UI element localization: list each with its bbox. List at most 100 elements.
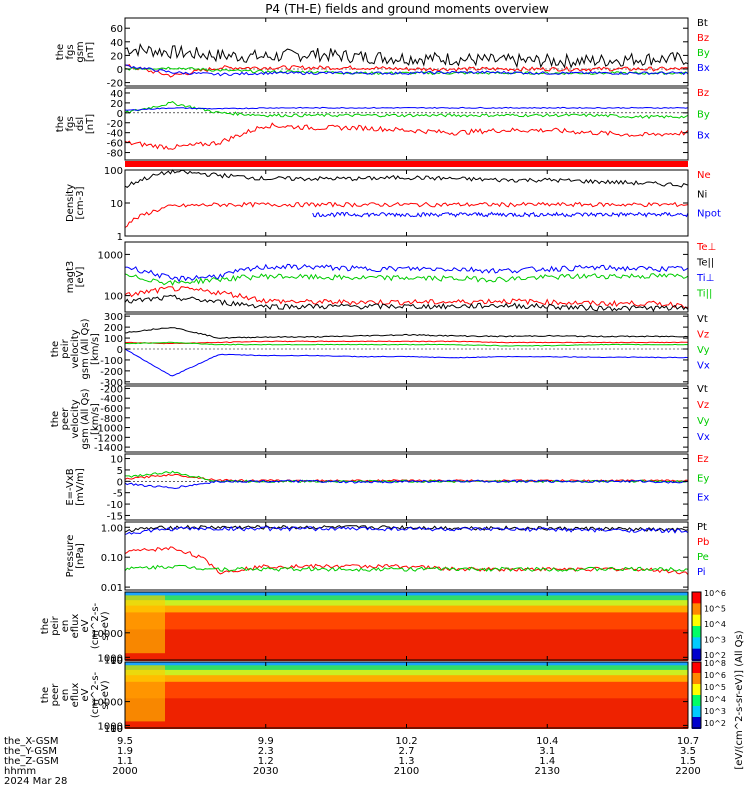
y-axis-label: the peir velocity gsm (All Qs) [km/s] [50, 318, 101, 379]
y-tick-label: 100 [104, 724, 123, 735]
x-axis-value: 10.4 [536, 736, 558, 747]
y-axis-label-line: eflux [70, 683, 81, 708]
legend-Pe: Pe [697, 552, 709, 563]
colorbar-tick-label: 10^3 [704, 707, 726, 716]
y-axis-label-line: gsm (All Qs) [80, 318, 91, 379]
y-axis-label: magt3 [eV] [65, 261, 86, 294]
x-axis-value: 9.5 [117, 736, 133, 747]
spectrogram-disturbance [125, 665, 165, 722]
legend-Bt: Bt [697, 18, 708, 29]
x-axis-value: 1.1 [117, 756, 133, 767]
x-axis-value: 2130 [535, 766, 560, 777]
y-tick-label: 0 [117, 65, 123, 76]
y-axis-label-line: sr-eV) [100, 611, 111, 640]
y-tick-label: 10 [110, 455, 123, 466]
y-axis-label-line: [km/s] [90, 333, 101, 365]
legend-By: By [697, 48, 710, 59]
y-tick-label: 1 [117, 232, 123, 243]
series-line-Vz [124, 340, 688, 345]
colorbar-segment [692, 706, 701, 718]
y-axis-label-line: gsm (All Qs) [80, 388, 91, 449]
series-line-By [124, 101, 689, 120]
colorbar-segment [692, 673, 701, 685]
colorbar-tick-label: 10^3 [704, 636, 726, 645]
series-line-Bx [124, 106, 689, 111]
series-line-Npot [312, 211, 689, 218]
spectrogram-band [125, 612, 688, 631]
legend-Ti||: Ti|| [696, 289, 712, 300]
y-axis-label-line: E=-VxB [65, 468, 76, 505]
colorbar-segment [692, 662, 701, 674]
y-axis-label-line: peir [50, 615, 61, 635]
y-tick-label: -20 [107, 119, 123, 130]
y-axis-label: the peer en eflux eV (cm^2-s-sr-eV) [40, 671, 111, 718]
series-line-Bz [124, 122, 689, 150]
y-tick-label: -100 [100, 356, 123, 367]
y-tick-label: 20 [110, 99, 123, 110]
series-line-Ti⊥ [124, 263, 689, 283]
series-line-Pt [124, 524, 689, 533]
y-axis-label-line: [nT] [85, 42, 96, 62]
colorbar-tick-label: 10^2 [704, 719, 726, 728]
x-axis-value: 9.9 [258, 736, 274, 747]
y-axis-label-line: sr-eV) [100, 680, 111, 709]
panel-frame [124, 385, 689, 453]
y-tick-label: 0.10 [101, 553, 123, 564]
y-tick-label: -200 [100, 384, 123, 395]
series-line-Vy [124, 341, 689, 347]
y-tick-label: -300 [100, 378, 123, 389]
panel-frame [124, 169, 689, 237]
colorbar-tick-label: 10^6 [704, 671, 726, 680]
series-line-Bt [124, 43, 689, 69]
date-label: 2024 Mar 28 [4, 776, 67, 787]
y-axis-label: the fgs dsl [nT] [55, 114, 96, 134]
legend-Bx: Bx [697, 63, 710, 74]
y-tick-label: 100 [104, 334, 123, 345]
x-axis-row-label: hhmm [4, 766, 36, 777]
x-axis-value: 2.7 [399, 746, 415, 757]
legend-Vx: Vx [697, 361, 710, 372]
y-tick-label: 1000 [98, 653, 123, 664]
x-axis-row-label: the_X-GSM [4, 736, 58, 747]
y-tick-label: 10 [110, 199, 123, 210]
colorbar-segment [692, 684, 701, 696]
spectrogram-band [125, 698, 688, 729]
y-axis-label-line: eV [80, 688, 91, 701]
legend-Pi: Pi [697, 567, 706, 578]
y-axis-label-line: the [50, 341, 61, 357]
legend-Vy: Vy [697, 345, 710, 356]
y-tick-label: -800 [100, 414, 123, 425]
plot-title: P4 (TH-E) fields and ground moments over… [265, 2, 549, 16]
colorbar-segment [692, 637, 701, 650]
y-axis-label-line: the [55, 116, 66, 132]
spectrogram-band [125, 600, 688, 607]
y-axis-label-line: velocity [70, 399, 81, 438]
colorbar-label-text: [eV/(cm^2-s-sr-eV)] (All Qs) [734, 630, 745, 769]
colorbar-frame [691, 591, 702, 661]
panel-frame [124, 87, 689, 161]
y-axis-label-line: the [40, 618, 51, 634]
y-axis-label-line: eV [80, 619, 91, 632]
y-tick-label: 1000 [98, 250, 123, 261]
y-tick-label: 5 [117, 466, 123, 477]
colorbar-segment [692, 592, 701, 605]
series-line-Ex [124, 479, 689, 490]
y-tick-label: -80 [107, 149, 123, 160]
y-tick-label: -600 [100, 404, 123, 415]
series-line-By [124, 66, 689, 76]
y-axis-label-line: (cm^2-s- [90, 671, 101, 718]
colorbar-segment [692, 603, 701, 616]
series-line-Ti|| [124, 273, 689, 286]
y-tick-label: 100 [104, 166, 123, 177]
y-tick-label: -40 [107, 129, 123, 140]
y-tick-label: 0 [117, 345, 123, 356]
y-tick-label: 0 [117, 109, 123, 120]
series-line-Ni [124, 169, 689, 189]
legend-Vz: Vz [697, 400, 709, 411]
x-axis-value: 2100 [394, 766, 419, 777]
x-axis-value: 2030 [253, 766, 278, 777]
y-axis-label-line: the [40, 687, 51, 703]
series-line-Vx [124, 348, 689, 377]
x-axis-value: 1.9 [117, 746, 133, 757]
